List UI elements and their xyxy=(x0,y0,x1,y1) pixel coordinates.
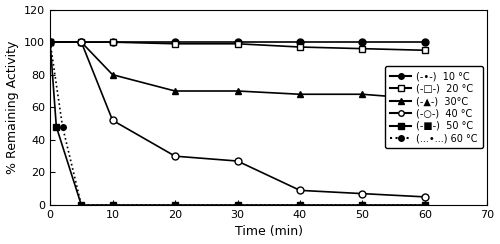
X-axis label: Time (min): Time (min) xyxy=(234,225,302,238)
Y-axis label: % Remaining Activity: % Remaining Activity xyxy=(6,41,18,174)
Legend: (-•-)  10 °C, (-□-)  20 °C, (-▲-)  30°C, (-○-)  40 °C, (-■-)  50 °C, (...•...) 6: (-•-) 10 °C, (-□-) 20 °C, (-▲-) 30°C, (-… xyxy=(385,66,482,148)
